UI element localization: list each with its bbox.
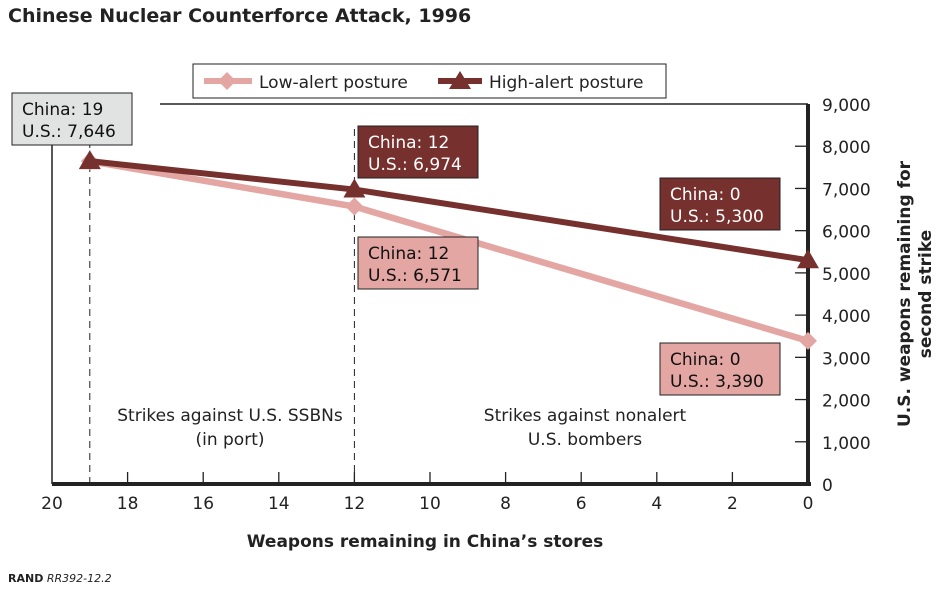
y-axis-label-line: U.S. weapons remaining for [895,160,915,427]
annotation-text: U.S.: 6,974 [368,155,462,175]
x-tick-label: 8 [500,494,511,514]
y-axis-label-line: second strike [916,230,936,358]
footer-brand: RAND [8,572,43,585]
y-tick-label: 1,000 [822,434,871,454]
x-axis-label: Weapons remaining in China’s stores [247,532,603,552]
annotation-text: China: 12 [368,244,449,264]
x-tick-label: 0 [803,494,814,514]
triangle-marker [797,249,819,269]
x-tick-label: 4 [651,494,662,514]
x-tick-label: 10 [419,494,441,514]
annotation-text: China: 0 [670,185,741,205]
region-label: Strikes against nonalert [484,406,687,426]
y-tick-label: 6,000 [822,223,871,243]
x-tick-label: 16 [192,494,214,514]
annotation-box [357,125,479,179]
legend-label: High-alert posture [489,73,643,93]
y-tick-label: 8,000 [822,138,871,158]
diamond-marker [799,331,817,350]
annotation-box [11,92,133,146]
triangle-icon [449,71,471,89]
triangle-marker [343,178,366,198]
annotation-text: U.S.: 3,390 [670,372,764,392]
annotation-text: U.S.: 6,571 [368,266,462,286]
region-label: Strikes against U.S. SSBNs [117,406,343,426]
x-tick-label: 2 [727,494,738,514]
x-tick-label: 14 [268,494,290,514]
footer-code: RR392-12.2 [47,572,112,585]
footer-source: RAND RR392-12.2 [8,572,112,585]
y-tick-label: 4,000 [822,307,871,327]
annotation-text: U.S.: 5,300 [670,207,764,227]
diamond-icon [218,72,236,90]
x-tick-label: 20 [41,494,63,514]
legend-label: Low-alert posture [259,73,408,93]
annotation-text: U.S.: 7,646 [22,122,116,142]
y-axis-label: U.S. weapons remaining for second strike [895,160,936,427]
annotation-box [659,342,781,396]
annotation-box [659,177,781,231]
x-tick-label: 6 [576,494,587,514]
x-tick-label: 12 [344,494,366,514]
annotation-text: China: 0 [670,350,741,370]
legend-box [192,63,667,99]
triangle-marker [78,150,101,170]
y-tick-label: 9,000 [822,96,871,116]
y-tick-label: 7,000 [822,180,871,200]
y-tick-label: 0 [822,476,833,496]
annotation-text: China: 12 [368,133,449,153]
y-tick-label: 2,000 [822,392,871,412]
region-label: U.S. bombers [528,430,642,450]
region-label: (in port) [195,430,264,450]
y-tick-label: 3,000 [822,349,871,369]
y-tick-label: 5,000 [822,265,871,285]
x-tick-label: 18 [117,494,139,514]
annotation-text: China: 19 [22,100,103,120]
diamond-marker [345,197,364,216]
annotation-box [357,236,479,290]
chart-title: Chinese Nuclear Counterforce Attack, 199… [8,5,471,27]
